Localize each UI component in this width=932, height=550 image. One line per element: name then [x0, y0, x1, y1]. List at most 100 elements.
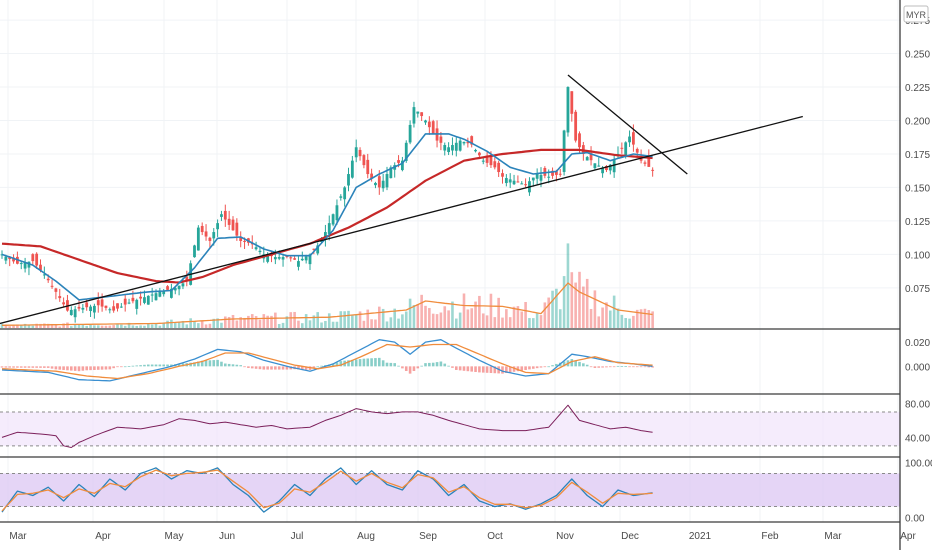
volume-bar — [181, 320, 185, 328]
macd-histogram-bar — [651, 366, 654, 368]
volume-bar — [277, 323, 281, 328]
candle-body — [620, 147, 624, 149]
candle-body — [69, 309, 73, 316]
macd-histogram-bar — [362, 358, 366, 367]
volume-bar — [108, 325, 112, 328]
macd-histogram-bar — [528, 366, 531, 370]
candle-body — [4, 256, 8, 261]
macd-histogram-bar — [632, 366, 635, 368]
volume-bar — [455, 318, 458, 328]
macd-histogram-bar — [254, 366, 258, 369]
macd-histogram-bar — [158, 364, 162, 367]
volume-bar — [493, 317, 497, 328]
time-axis-tick-label: Jul — [291, 531, 304, 542]
volume-bar — [235, 320, 239, 328]
candle-body — [89, 306, 92, 312]
candle-body — [647, 156, 651, 167]
macd-histogram-bar — [439, 361, 443, 367]
macd-axis-tick-label: 0.000 — [905, 362, 930, 373]
volume-bar — [150, 324, 154, 328]
macd-histogram-bar — [493, 366, 497, 374]
candle-body — [539, 174, 543, 181]
volume-bar — [135, 325, 139, 328]
volume-bar — [39, 323, 42, 328]
volume-bar — [96, 325, 100, 328]
macd-histogram-bar — [239, 365, 242, 367]
candle-body — [566, 87, 570, 133]
volume-bar — [93, 325, 96, 328]
macd-histogram-bar — [0, 366, 4, 368]
volume-bar — [416, 304, 420, 328]
candle-body — [458, 140, 462, 151]
stochastic-axis-tick-label: 0.00 — [905, 514, 925, 525]
volume-bar — [612, 295, 616, 328]
candle-body — [220, 214, 223, 217]
candle-body — [119, 306, 123, 308]
candle-body — [485, 155, 489, 163]
macd-histogram-bar — [582, 363, 585, 367]
rsi-band — [0, 411, 900, 446]
macd-histogram-bar — [635, 366, 639, 368]
volume-bar — [481, 313, 485, 328]
macd-histogram-bar — [231, 364, 235, 367]
macd-histogram-bar — [505, 366, 508, 374]
time-axis[interactable]: Mar Apr May Jun Jul Aug Sep Oct Nov Dec 2021 Feb Mar… — [9, 531, 916, 542]
candle-body — [62, 302, 65, 305]
volume-bar — [589, 308, 593, 328]
macd-histogram-bar — [19, 366, 23, 368]
macd-histogram-bar — [501, 366, 504, 374]
candle-body — [77, 306, 81, 309]
candle-body — [193, 245, 196, 258]
time-axis-tick-label: Aug — [357, 531, 375, 542]
macd-histogram-bar — [393, 363, 396, 367]
time-axis-tick-label: Jun — [219, 531, 235, 542]
macd-histogram-bar — [447, 365, 450, 367]
volume-bar — [131, 325, 135, 328]
volume-bar — [8, 326, 11, 328]
candle-body — [558, 173, 562, 175]
macd-histogram-bar — [462, 366, 466, 371]
volume-bar — [620, 314, 624, 328]
macd-histogram-bar — [281, 366, 285, 370]
macd-histogram-bar — [108, 366, 112, 370]
candle-body — [320, 240, 323, 242]
volume-bar — [308, 320, 312, 328]
volume-bar — [312, 315, 316, 328]
candle-body — [385, 174, 389, 188]
macd-histogram-bar — [512, 366, 516, 372]
candle-body — [93, 305, 96, 313]
volume-bar — [281, 322, 285, 328]
candle-body — [420, 112, 424, 117]
volume-bar — [347, 310, 350, 328]
volume-bar — [605, 302, 608, 328]
volume-bar — [4, 324, 8, 328]
candle-body — [474, 149, 477, 152]
candle-body — [555, 171, 558, 175]
volume-bar — [66, 322, 69, 328]
price-axis[interactable]: 0.2750.2500.2250.2000.1750.1500.1250.100… — [905, 16, 932, 525]
macd-histogram-bar — [96, 366, 100, 370]
volume-bar — [104, 325, 108, 328]
candle-body — [212, 232, 216, 239]
candle-body — [635, 148, 639, 153]
macd-histogram-bar — [227, 363, 231, 367]
candle-body — [608, 164, 612, 171]
candle-body — [300, 258, 304, 261]
currency-badge[interactable] — [903, 5, 929, 23]
candle-body — [127, 302, 131, 304]
volume-bar — [528, 318, 531, 328]
volume-bar — [227, 316, 231, 328]
macd-histogram-bar — [258, 366, 262, 370]
macd-histogram-bar — [220, 361, 223, 367]
volume-bar — [116, 324, 119, 328]
macd-histogram-bar — [320, 365, 323, 367]
candle-body — [327, 223, 331, 234]
rising-trendline — [0, 115, 803, 325]
volume-bar — [470, 308, 473, 328]
price-axis-tick-label: 0.150 — [905, 183, 930, 194]
price-axis-tick-label: 0.125 — [905, 217, 930, 228]
candle-body — [177, 285, 181, 290]
macd-histogram-bar — [516, 366, 520, 372]
time-axis-tick-label: 2021 — [689, 531, 712, 542]
volume-bar — [578, 271, 581, 328]
